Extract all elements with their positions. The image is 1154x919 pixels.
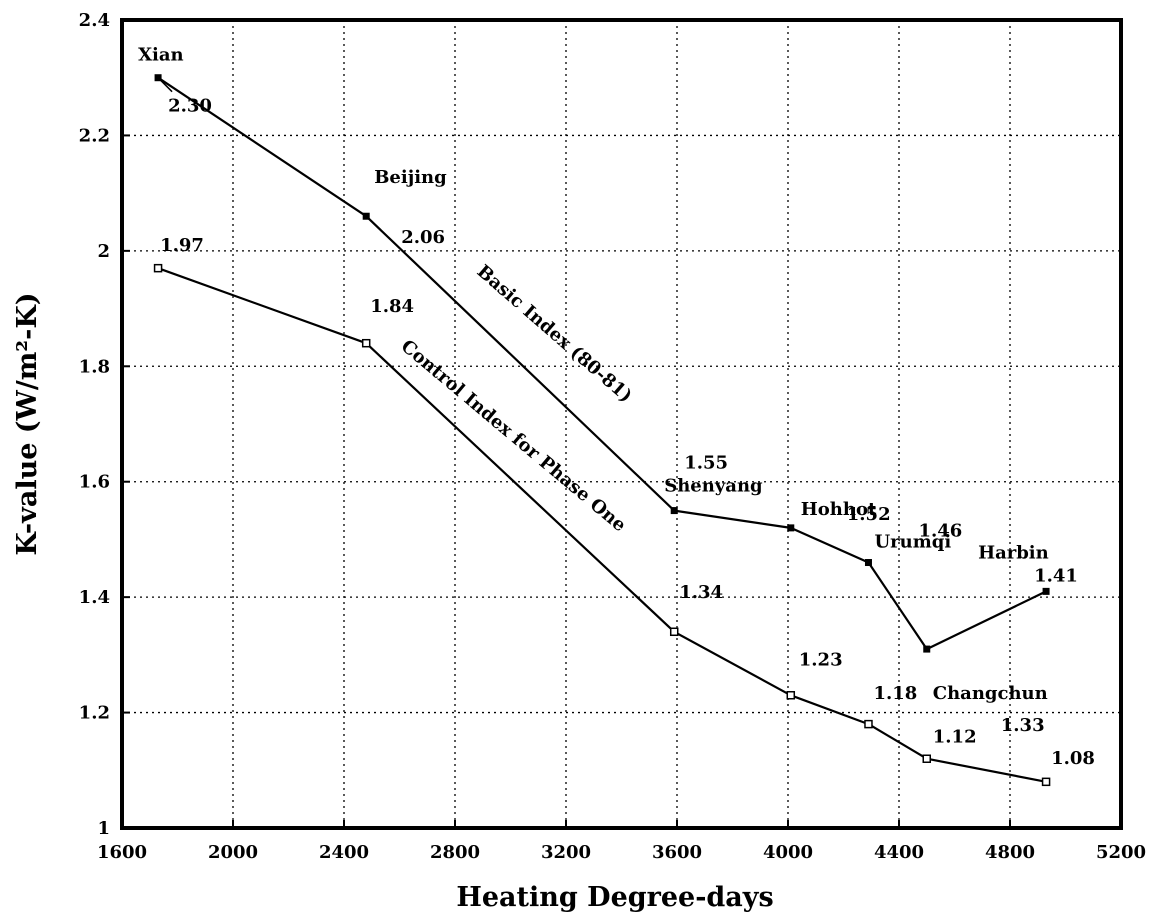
city-label: Changchun	[933, 683, 1048, 704]
x-axis-title: Heating Degree-days	[456, 882, 773, 913]
x-tick-label: 4800	[985, 842, 1035, 863]
data-point-basic-index	[670, 507, 678, 515]
city-label: Shenyang	[664, 476, 763, 497]
data-point-basic-index	[864, 559, 872, 567]
city-label: Xian	[138, 45, 184, 66]
y-tick-label: 1	[97, 818, 110, 839]
data-point-basic-index	[1042, 587, 1050, 595]
data-label: 1.84	[370, 296, 414, 317]
data-point-control-index	[864, 719, 873, 729]
axis-ticks: 1600 2000 2400 2800 3200 3600 4000 4400 4800 5200…	[79, 10, 1146, 863]
city-label: Hohhot	[801, 499, 877, 520]
xian-leader-line	[159, 79, 173, 93]
grid	[122, 20, 1121, 828]
data-point-basic-index	[154, 74, 162, 82]
data-label: 1.18	[873, 683, 917, 704]
y-tick-label: 1.6	[79, 472, 110, 493]
x-tick-label: 5200	[1096, 842, 1146, 863]
data-point-basic-index	[923, 645, 931, 653]
city-label: Beijing	[374, 167, 447, 188]
y-tick-label: 1.8	[79, 356, 110, 377]
x-tick-label: 3200	[541, 842, 591, 863]
city-label: Harbin	[978, 542, 1049, 563]
data-point-control-index	[361, 338, 371, 348]
data-label: 1.46	[918, 521, 962, 542]
data-point-control-index	[1041, 777, 1051, 787]
y-tick-label: 2.2	[79, 125, 110, 146]
x-tick-label: 1600	[97, 842, 147, 863]
data-point-control-index	[786, 691, 796, 700]
data-label: 1.33	[1001, 715, 1045, 736]
series-line-control-index	[157, 267, 1047, 783]
x-tick-label: 3600	[652, 842, 702, 863]
y-tick-label: 1.2	[79, 703, 110, 724]
y-tick-label: 2	[97, 241, 110, 262]
data-point-control-index	[669, 627, 679, 637]
data-point-basic-index	[787, 524, 795, 532]
data-point-basic-index	[362, 212, 370, 220]
series-label-basic-index: Basic Index (80-81)	[473, 261, 636, 407]
data-label: 2.30	[168, 96, 212, 117]
data-label: 1.34	[679, 582, 723, 603]
data-label: 1.08	[1051, 748, 1095, 769]
series	[153, 74, 1051, 787]
data-label: 1.97	[160, 235, 204, 256]
data-point-control-index	[153, 263, 163, 273]
data-label: 1.55	[684, 453, 728, 474]
data-label: 2.06	[401, 227, 445, 248]
x-tick-label: 2000	[208, 842, 258, 863]
y-axis-title: K-value (W/m²-K)	[12, 292, 43, 555]
y-tick-label: 2.4	[79, 10, 110, 31]
data-label: 1.12	[933, 727, 977, 748]
y-tick-label: 1.4	[79, 587, 110, 608]
data-label: 1.23	[799, 649, 843, 670]
plot-frame	[120, 18, 1123, 830]
x-tick-label: 2800	[430, 842, 480, 863]
x-tick-label: 2400	[319, 842, 369, 863]
city-label: Urumqi	[874, 532, 951, 553]
data-label: 1.41	[1034, 565, 1078, 586]
data-label: 1.52	[847, 504, 891, 525]
x-tick-label: 4400	[874, 842, 924, 863]
x-tick-label: 4000	[763, 842, 813, 863]
data-point-control-index	[922, 754, 931, 763]
